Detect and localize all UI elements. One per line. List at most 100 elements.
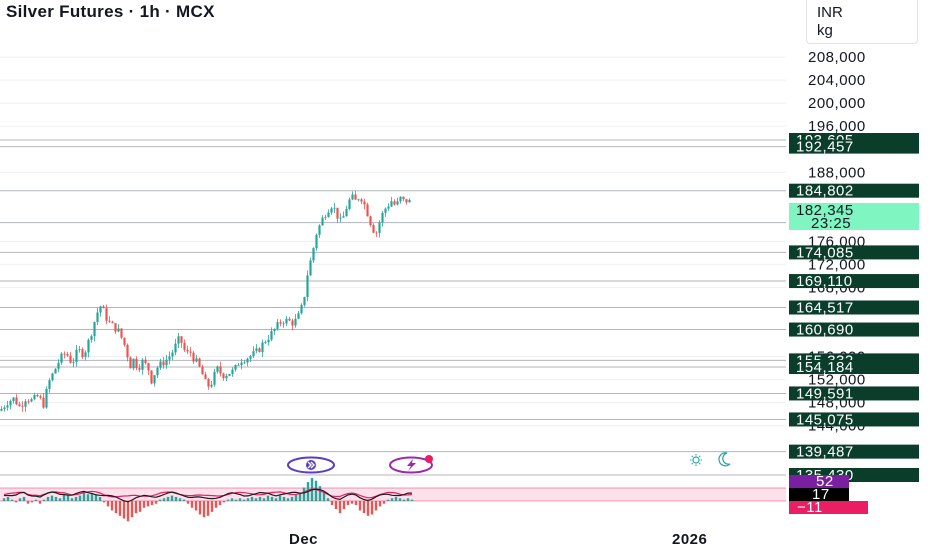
candle [219,361,222,377]
oscillator-bar [226,499,230,501]
oscillator-bar [86,494,90,501]
oscillator-bar [162,498,166,501]
oscillator-bar [266,495,270,501]
x-axis: Dec 2026 [289,531,707,548]
level-price-tag: 174,085 [789,244,919,261]
x-tick-dec: Dec [289,531,318,548]
candle [324,214,327,220]
y-tick-label: 188,000 [808,164,866,181]
oscillator-bar [242,499,246,501]
candle [288,316,291,321]
oscillator-bar [202,501,206,518]
candle [198,357,201,368]
alert-lightning-icon[interactable] [389,455,433,474]
last-price-value: 182,345 [796,202,854,219]
candle [330,206,333,215]
oscillator-badge-2: 17 [789,486,849,503]
oscillator-bar [410,499,414,501]
oscillator-bar [262,498,266,501]
last-price-countdown: 23:25 [811,215,851,232]
oscillator-bar [278,495,282,501]
candle [159,358,162,371]
oscillator-bar [402,499,406,501]
candle [327,209,330,218]
oscillator-bar [94,494,98,501]
candle [96,307,99,326]
candle [279,319,282,327]
candle [102,305,105,309]
candle [261,339,264,357]
candle [210,380,213,389]
candle [24,399,27,412]
oscillator-bar [230,498,234,501]
oscillator-bar [6,496,10,501]
oscillator-bar [42,499,46,501]
oscillator-bar [122,501,126,519]
oscillator-pane: 52 17 −11 [0,473,868,522]
oscillator-bar [302,487,306,501]
candle [0,406,3,412]
candle [378,219,381,238]
oscillator-bar [390,498,394,501]
candle [6,400,9,411]
oscillator-bar [174,496,178,501]
candle [363,198,366,210]
unit-selector[interactable]: INR kg [806,0,918,44]
y-tick-label: 200,000 [808,95,866,112]
candle [204,371,207,380]
oscillator-bar [362,501,366,514]
oscillator-band [0,488,786,501]
candle [135,356,138,371]
oscillator-bar [298,492,302,501]
candle [267,334,270,346]
oscillator-bar [134,501,138,514]
candle [195,355,198,363]
level-price-tag: 149,591 [789,385,919,402]
oscillator-bar [102,501,106,503]
candle [105,304,108,325]
level-price-tags: 193,605192,457184,802179,252174,085169,1… [789,132,919,484]
candle [165,354,168,369]
y-tick-label: 152,000 [808,372,866,389]
oscillator-bar [238,498,242,501]
candle [375,231,378,238]
oscillator-bar [2,498,6,501]
moon-icon[interactable] [718,452,731,467]
candle [396,197,399,206]
candle [150,370,153,385]
oscillator-bar [222,501,226,503]
oscillator-bar [286,498,290,501]
candle [3,405,6,412]
candle [282,321,285,328]
oscillator-bar [82,492,86,501]
oscillator-bar [18,498,22,501]
level-price-label: 139,487 [796,444,854,461]
candle [351,191,354,201]
candle [114,323,117,335]
candle [63,351,66,359]
candle [294,314,297,328]
oscillator-bar [294,494,298,501]
candle [387,203,390,211]
replay-fast-forward-icon[interactable] [287,456,335,474]
level-price-tag: 160,690 [789,322,919,339]
oscillator-bar [66,495,70,501]
candle [213,368,216,387]
oscillator-bar [206,501,210,516]
candle [81,347,84,359]
candle [402,196,405,202]
oscillator-bar [22,496,26,501]
candle [126,343,129,362]
oscillator-bar [110,501,114,511]
oscillator-bar [194,501,198,511]
oscillator-bar [10,499,14,501]
candle [144,356,147,365]
candle [75,344,78,367]
oscillator-bar [378,501,382,507]
oscillator-bar [342,501,346,510]
sun-icon[interactable] [690,454,702,466]
candle [147,362,150,375]
candle [309,257,312,276]
oscillator-badge-1: 52 [789,473,849,490]
